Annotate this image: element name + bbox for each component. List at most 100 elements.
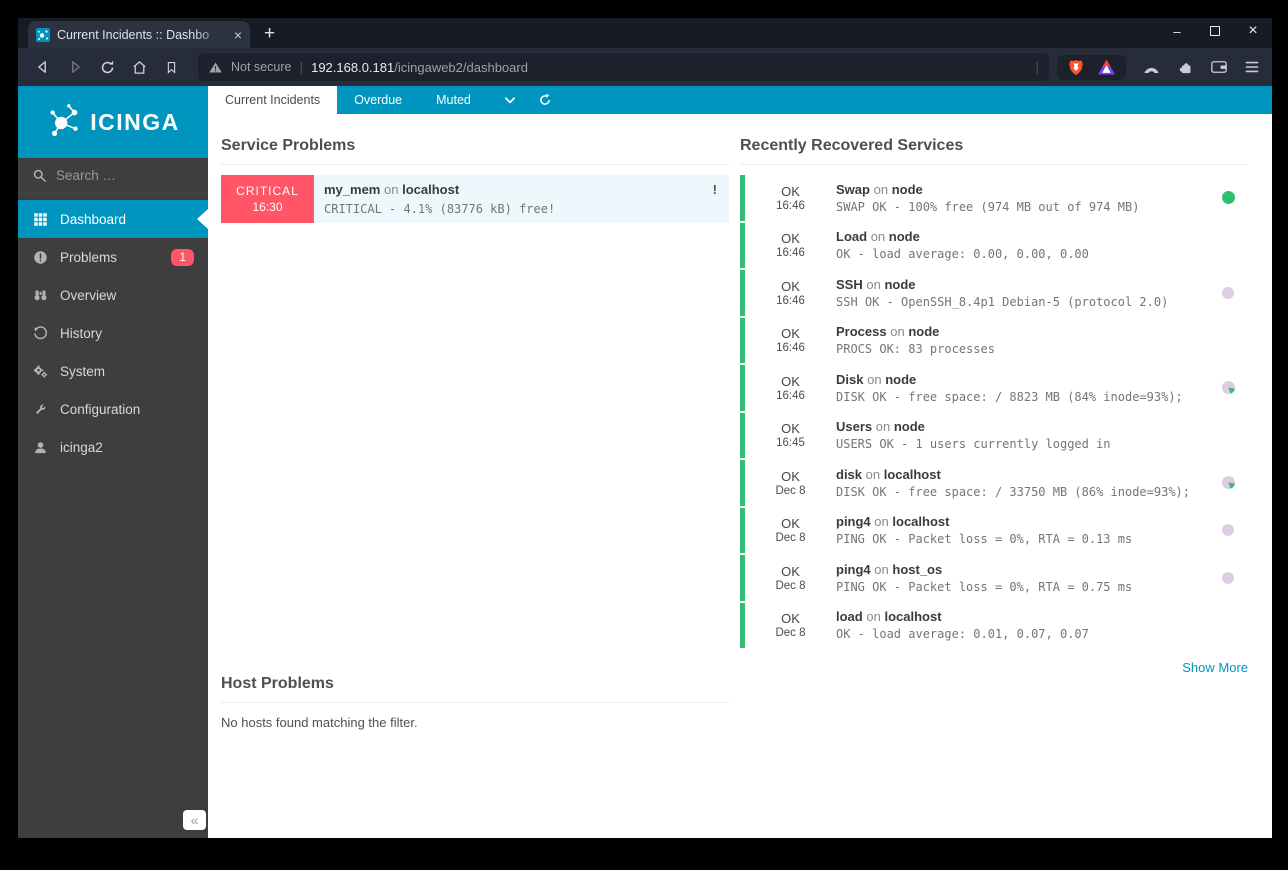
host-problems-section: Host Problems No hosts found matching th… (221, 666, 729, 730)
not-secure-label: Not secure (231, 60, 292, 74)
host-name[interactable]: node (885, 371, 917, 387)
url-host: 192.168.0.181 (311, 59, 395, 75)
ok-state-bar (740, 555, 745, 601)
on-word: on (875, 419, 891, 435)
service-name[interactable]: Swap (836, 181, 870, 197)
state-time: 16:46 (776, 294, 805, 307)
show-more-link[interactable]: Show More (1182, 660, 1248, 675)
maximize-button[interactable] (1210, 25, 1220, 36)
host-name[interactable]: host_os (892, 561, 943, 577)
host-name[interactable]: node (893, 419, 925, 435)
perfdata-pie-icon (1222, 476, 1235, 490)
service-name[interactable]: my_mem (324, 182, 381, 197)
tab-muted[interactable]: Muted (436, 93, 471, 107)
close-button[interactable]: × (1248, 22, 1258, 39)
search-input[interactable]: Search … (18, 158, 208, 194)
gears-icon (32, 364, 49, 379)
sidebar-item-configuration[interactable]: Configuration (18, 390, 208, 428)
host-name[interactable]: localhost (883, 466, 941, 482)
new-tab-button[interactable]: + (264, 23, 276, 44)
browser-window: Current Incidents :: Dashbo × + – × Not … (18, 18, 1272, 838)
state-column: OK 16:46 (745, 175, 836, 221)
host-problems-title: Host Problems (221, 666, 729, 703)
refresh-icon[interactable] (532, 86, 558, 114)
on-word: on (874, 561, 889, 577)
tab-current-incidents[interactable]: Current Incidents (208, 86, 338, 114)
recovered-service-row[interactable]: OK Dec 8 ping4 on localhost PING OK - Pa… (740, 507, 1248, 553)
home-button[interactable] (126, 54, 152, 80)
browser-tab[interactable]: Current Incidents :: Dashbo × (28, 21, 250, 48)
sidebar-item-overview[interactable]: Overview (18, 276, 208, 314)
sidebar-item-history[interactable]: History (18, 314, 208, 352)
recovered-service-row[interactable]: OK 16:45 Users on node USERS OK - 1 user… (740, 412, 1248, 458)
sidebar-item-label: System (60, 363, 106, 379)
browser-tab-strip: Current Incidents :: Dashbo × + – × (18, 18, 1272, 48)
service-body: disk on localhost DISK OK - free space: … (836, 460, 1222, 506)
service-name[interactable]: ping4 (836, 561, 871, 577)
back-button[interactable] (30, 54, 56, 80)
service-name[interactable]: SSH (836, 276, 863, 292)
brave-shield-icon[interactable] (1067, 58, 1085, 77)
host-name[interactable]: localhost (892, 514, 950, 530)
reload-button[interactable] (94, 54, 120, 80)
tab-overdue[interactable]: Overdue (354, 93, 403, 107)
recovered-service-row[interactable]: OK 16:46 Process on node PROCS OK: 83 pr… (740, 317, 1248, 364)
sidebar-item-dashboard[interactable]: Dashboard (18, 200, 208, 238)
recovered-service-row[interactable]: OK Dec 8 load on localhost OK - load ave… (740, 602, 1248, 649)
chevron-down-icon[interactable] (488, 86, 532, 114)
service-body: Disk on node DISK OK - free space: / 882… (836, 365, 1222, 411)
bat-icon[interactable] (1097, 59, 1116, 76)
host-name[interactable]: node (884, 276, 916, 292)
sidebar-menu: Dashboard Problems 1 Overview History (18, 200, 208, 466)
recovered-service-row[interactable]: OK Dec 8 ping4 on host_os PING OK - Pack… (740, 555, 1248, 601)
service-name[interactable]: Users (836, 419, 873, 435)
host-name[interactable]: node (891, 181, 923, 197)
icon-column (1222, 603, 1248, 649)
recovered-service-row[interactable]: OK 16:46 Disk on node DISK OK - free spa… (740, 365, 1248, 411)
host-name[interactable]: node (908, 324, 940, 340)
state-column: OK 16:46 (745, 318, 836, 364)
minimize-button[interactable]: – (1173, 23, 1181, 39)
sidebar-item-problems[interactable]: Problems 1 (18, 238, 208, 276)
sidebar-item-system[interactable]: System (18, 352, 208, 390)
service-problem-row[interactable]: CRITICAL 16:30 my_mem on localhost CRITI… (221, 175, 729, 223)
ok-state-bar (740, 175, 745, 221)
service-name[interactable]: ping4 (836, 514, 871, 530)
vpn-arc-icon[interactable] (1142, 59, 1161, 76)
host-name[interactable]: node (888, 229, 920, 245)
divider: | (1035, 59, 1039, 75)
service-name[interactable]: Process (836, 324, 887, 340)
wallet-icon[interactable] (1210, 59, 1228, 75)
bookmark-icon[interactable] (158, 54, 184, 80)
service-body: Process on node PROCS OK: 83 processes (836, 318, 1222, 364)
menu-icon[interactable] (1244, 60, 1260, 74)
address-bar[interactable]: Not secure | 192.168.0.181/icingaweb2/da… (198, 53, 1049, 81)
wrench-icon (32, 402, 49, 417)
state-time: Dec 8 (775, 579, 806, 592)
icon-column (1222, 270, 1248, 316)
state-badge-critical: CRITICAL 16:30 (221, 175, 314, 223)
recovered-service-row[interactable]: OK 16:46 Load on node OK - load average:… (740, 222, 1248, 268)
host-name[interactable]: localhost (884, 609, 942, 625)
service-name[interactable]: Disk (836, 371, 864, 387)
page-content: ICINGA Search … Dashboard Problems 1 (18, 86, 1272, 838)
service-name[interactable]: Load (836, 229, 868, 245)
sidebar-item-user-icinga2[interactable]: icinga2 (18, 428, 208, 466)
recovered-service-row[interactable]: OK 16:46 SSH on node SSH OK - OpenSSH_8.… (740, 270, 1248, 316)
tab-close-icon[interactable]: × (233, 26, 242, 43)
recovered-service-row[interactable]: OK 16:46 Swap on node SWAP OK - 100% fre… (740, 175, 1248, 221)
service-name[interactable]: load (836, 609, 863, 625)
forward-button[interactable] (62, 54, 88, 80)
ok-state-bar (740, 222, 745, 268)
perfdata-pie-icon (1222, 191, 1235, 205)
on-word: on (873, 181, 889, 197)
extensions-puzzle-icon[interactable] (1177, 59, 1194, 76)
sidebar-collapse-button[interactable]: « (183, 810, 206, 830)
host-name[interactable]: localhost (402, 182, 460, 197)
recovered-service-row[interactable]: OK Dec 8 disk on localhost DISK OK - fre… (740, 460, 1248, 506)
plugin-output: SSH OK - OpenSSH_8.4p1 Debian-5 (protoco… (836, 294, 1169, 309)
sidebar-item-label: Problems (60, 249, 118, 265)
icinga-logo[interactable]: ICINGA (18, 86, 208, 158)
plugin-output: OK - load average: 0.00, 0.00, 0.00 (836, 247, 1089, 262)
service-name[interactable]: disk (836, 466, 863, 482)
